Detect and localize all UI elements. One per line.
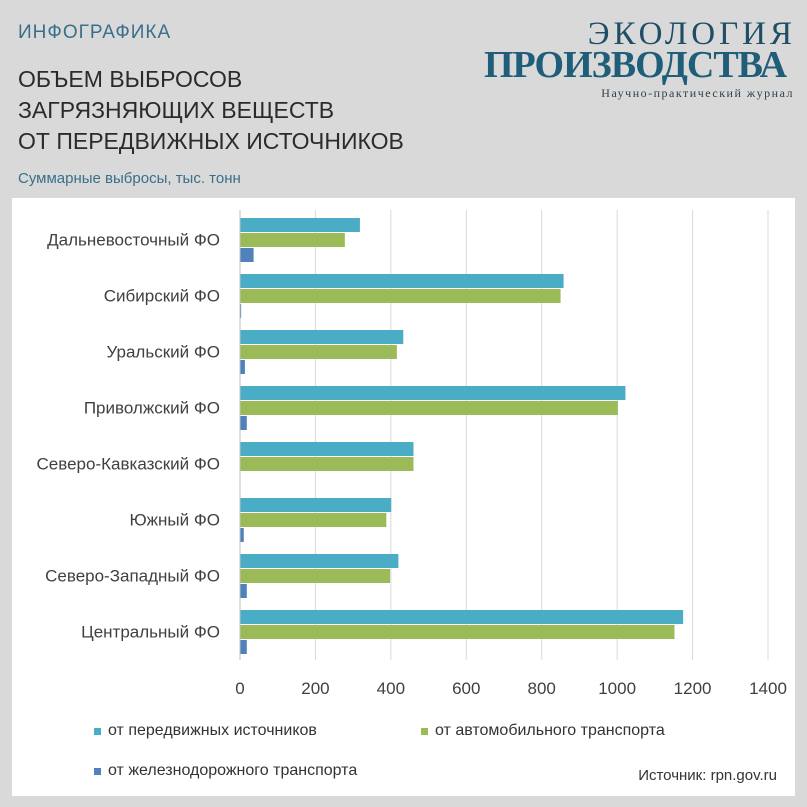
category-label: Дальневосточный ФО (47, 231, 220, 250)
bar (240, 625, 675, 639)
chart-subtitle: Суммарные выбросы, тыс. тонн (18, 170, 241, 187)
x-tick-label: 1000 (598, 679, 636, 698)
title-line-1: ОБЪЕМ ВЫБРОСОВ (18, 66, 243, 92)
title-line-3: ОТ ПЕРЕДВИЖНЫХ ИСТОЧНИКОВ (18, 128, 404, 154)
bar (240, 442, 414, 456)
chart-title: ОБЪЕМ ВЫБРОСОВ ЗАГРЯЗНЯЮЩИХ ВЕЩЕСТВ ОТ П… (18, 64, 404, 157)
x-tick-label: 600 (452, 679, 480, 698)
x-tick-label: 200 (301, 679, 329, 698)
logo-top-text: Экология (587, 16, 796, 52)
kicker: ИНФОГРАФИКА (18, 22, 172, 43)
x-tick-label: 800 (528, 679, 556, 698)
bar (240, 218, 360, 232)
bar (240, 640, 247, 654)
bar (240, 304, 242, 318)
x-tick-label: 0 (235, 679, 244, 698)
source-note: Источник: rpn.gov.ru (638, 767, 777, 784)
legend-item-rail: от железнодорожного транспорта (94, 762, 357, 780)
bar (240, 386, 626, 400)
legend-item-auto: от автомобильного транспорта (421, 722, 665, 740)
bar (240, 289, 561, 303)
bar (240, 330, 404, 344)
title-line-2: ЗАГРЯЗНЯЮЩИХ ВЕЩЕСТВ (18, 97, 335, 123)
category-label: Северо-Кавказский ФО (37, 455, 220, 474)
legend-label-rail: от железнодорожного транспорта (108, 762, 358, 779)
bar (240, 513, 387, 527)
chart-panel: 0 200 400 600 800 1000 1200 1400 Дальневосточный… (12, 198, 795, 796)
legend-swatch-mobile (94, 727, 101, 735)
bar (240, 233, 345, 247)
legend-swatch-auto (421, 727, 428, 735)
category-label: Южный ФО (129, 511, 220, 530)
category-label: Северо-Западный ФО (45, 567, 220, 586)
x-tick-label: 1200 (674, 679, 712, 698)
category-label: Приволжский ФО (84, 399, 220, 418)
bar (240, 360, 245, 374)
category-label: Сибирский ФО (104, 287, 220, 306)
bar (240, 274, 564, 288)
bar (240, 528, 244, 542)
bar (240, 248, 254, 262)
bar (240, 569, 391, 583)
bar (240, 345, 397, 359)
logo-main-text: Производства (484, 44, 787, 86)
legend-item-mobile: от передвижных источников (94, 722, 317, 740)
bar-chart: 0 200 400 600 800 1000 1200 1400 Дальневосточный… (37, 210, 787, 698)
bar (240, 610, 684, 624)
bar (240, 457, 414, 471)
legend-swatch-rail (94, 767, 101, 775)
bar (240, 416, 247, 430)
bar (240, 554, 399, 568)
x-tick-label: 1400 (749, 679, 787, 698)
journal-logo: Экология Производства Научно-практически… (478, 16, 796, 102)
bar (240, 401, 618, 415)
x-tick-label: 400 (377, 679, 405, 698)
legend-label-mobile: от передвижных источников (108, 722, 317, 739)
legend-label-auto: от автомобильного транспорта (435, 722, 665, 739)
category-label: Центральный ФО (81, 623, 220, 642)
bar (240, 498, 392, 512)
bar (240, 584, 247, 598)
logo-sub-text: Научно-практический журнал (601, 86, 794, 100)
category-label: Уральский ФО (106, 343, 220, 362)
